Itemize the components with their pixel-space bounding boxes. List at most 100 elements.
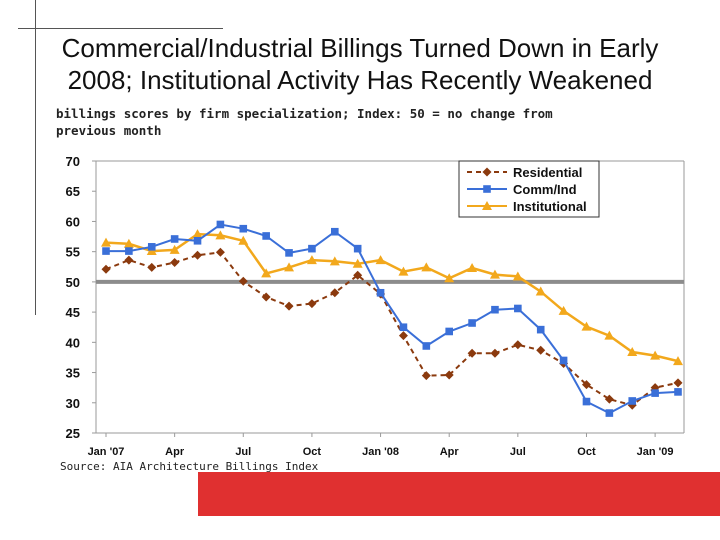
data-point-institutional	[123, 238, 134, 248]
data-point-comm-ind	[102, 247, 110, 255]
data-point-comm-ind	[170, 235, 179, 243]
data-point-residential	[467, 348, 477, 358]
data-point-residential	[673, 378, 683, 388]
data-point-comm-ind	[445, 327, 453, 336]
legend-marker-institutional	[482, 201, 492, 210]
y-tick-label: 70	[66, 154, 80, 169]
data-point-residential	[215, 247, 225, 257]
data-point-comm-ind	[399, 323, 408, 332]
data-point-residential	[536, 345, 546, 355]
data-point-institutional	[581, 321, 592, 331]
data-point-residential	[421, 371, 431, 381]
data-point-residential	[330, 288, 340, 298]
x-tick-label: Jul	[235, 446, 251, 458]
x-tick-label: Jan '08	[362, 446, 399, 458]
y-tick-label: 60	[66, 214, 80, 229]
data-point-institutional	[261, 268, 272, 278]
data-point-comm-ind	[308, 244, 316, 253]
y-tick-label: 50	[66, 275, 80, 290]
chart-title: Commercial/Industrial Billings Turned Do…	[20, 32, 700, 96]
data-point-comm-ind	[514, 304, 522, 313]
legend-label-comm-ind: Comm/Ind	[513, 182, 577, 197]
data-point-residential	[238, 276, 248, 286]
data-point-comm-ind	[468, 319, 476, 327]
y-tick-label: 45	[66, 305, 80, 320]
data-point-residential	[444, 370, 454, 380]
data-point-residential	[124, 255, 134, 265]
data-point-institutional	[101, 237, 111, 247]
data-point-residential	[581, 380, 591, 390]
y-tick-label: 25	[66, 426, 80, 441]
data-point-institutional	[329, 256, 340, 266]
data-point-institutional	[650, 350, 661, 360]
y-tick-label: 65	[66, 184, 80, 199]
chart-title-line-1: Commercial/Industrial Billings Turned Do…	[61, 33, 659, 63]
data-point-comm-ind	[193, 236, 202, 245]
data-point-institutional	[421, 262, 432, 272]
data-point-residential	[398, 331, 408, 341]
decorative-vertical-rule	[35, 0, 36, 315]
data-point-residential	[353, 270, 363, 280]
data-point-comm-ind	[536, 325, 545, 334]
x-tick-label: Oct	[577, 446, 596, 458]
data-point-institutional	[215, 230, 226, 240]
chart-subtitle-line-1: billings scores by firm specialization; …	[56, 106, 553, 121]
decorative-horizontal-rule	[18, 28, 223, 29]
data-point-comm-ind	[559, 356, 568, 365]
data-point-residential	[307, 299, 317, 309]
data-point-institutional	[352, 258, 363, 268]
x-tick-label: Jul	[510, 446, 526, 458]
data-point-institutional	[535, 286, 546, 296]
data-point-institutional	[512, 271, 523, 281]
legend-label-residential: Residential	[513, 165, 582, 180]
x-tick-label: Apr	[165, 446, 185, 458]
data-point-institutional	[627, 347, 638, 357]
series-line-comm-ind	[106, 223, 679, 415]
data-point-residential	[261, 292, 271, 302]
data-point-residential	[513, 340, 523, 350]
data-point-institutional	[306, 255, 317, 265]
data-point-comm-ind	[582, 397, 591, 406]
data-point-institutional	[398, 266, 409, 276]
source-note: Source: AIA Architecture Billings Index	[60, 460, 319, 473]
accent-bar	[198, 472, 720, 516]
data-point-comm-ind	[491, 305, 499, 314]
data-point-residential	[101, 264, 111, 274]
data-point-comm-ind	[376, 288, 385, 297]
y-tick-label: 55	[66, 245, 80, 260]
legend-marker-residential	[482, 167, 492, 177]
data-point-comm-ind	[353, 244, 362, 253]
data-point-comm-ind	[422, 342, 431, 350]
data-point-comm-ind	[628, 397, 637, 405]
y-tick-label: 40	[66, 335, 80, 350]
data-point-institutional	[375, 255, 386, 265]
y-tick-label: 35	[66, 366, 80, 381]
x-tick-label: Jan '09	[637, 446, 674, 458]
data-point-institutional	[284, 262, 295, 272]
data-point-institutional	[489, 269, 500, 279]
data-point-comm-ind	[331, 227, 339, 236]
data-point-institutional	[558, 305, 569, 315]
y-tick-label: 30	[66, 396, 80, 411]
x-tick-label: Oct	[303, 446, 322, 458]
chart-subtitle: billings scores by firm specialization; …	[56, 105, 616, 139]
data-point-comm-ind	[216, 220, 225, 229]
data-point-institutional	[169, 244, 180, 254]
data-point-residential	[193, 250, 203, 260]
x-tick-label: Jan '07	[88, 446, 125, 458]
data-point-comm-ind	[262, 232, 270, 240]
data-point-residential	[147, 262, 157, 272]
data-point-institutional	[467, 262, 478, 272]
data-point-comm-ind	[674, 388, 682, 396]
x-tick-label: Apr	[440, 446, 460, 458]
data-point-comm-ind	[125, 247, 133, 255]
data-point-comm-ind	[147, 243, 156, 251]
legend-marker-comm-ind	[483, 185, 491, 193]
data-point-comm-ind	[651, 389, 659, 397]
data-point-institutional	[604, 330, 615, 340]
legend-label-institutional: Institutional	[513, 199, 587, 214]
chart-title-line-2: 2008; Institutional Activity Has Recentl…	[67, 65, 653, 95]
data-point-comm-ind	[605, 409, 614, 417]
data-point-institutional	[444, 273, 455, 283]
data-point-residential	[490, 348, 500, 358]
